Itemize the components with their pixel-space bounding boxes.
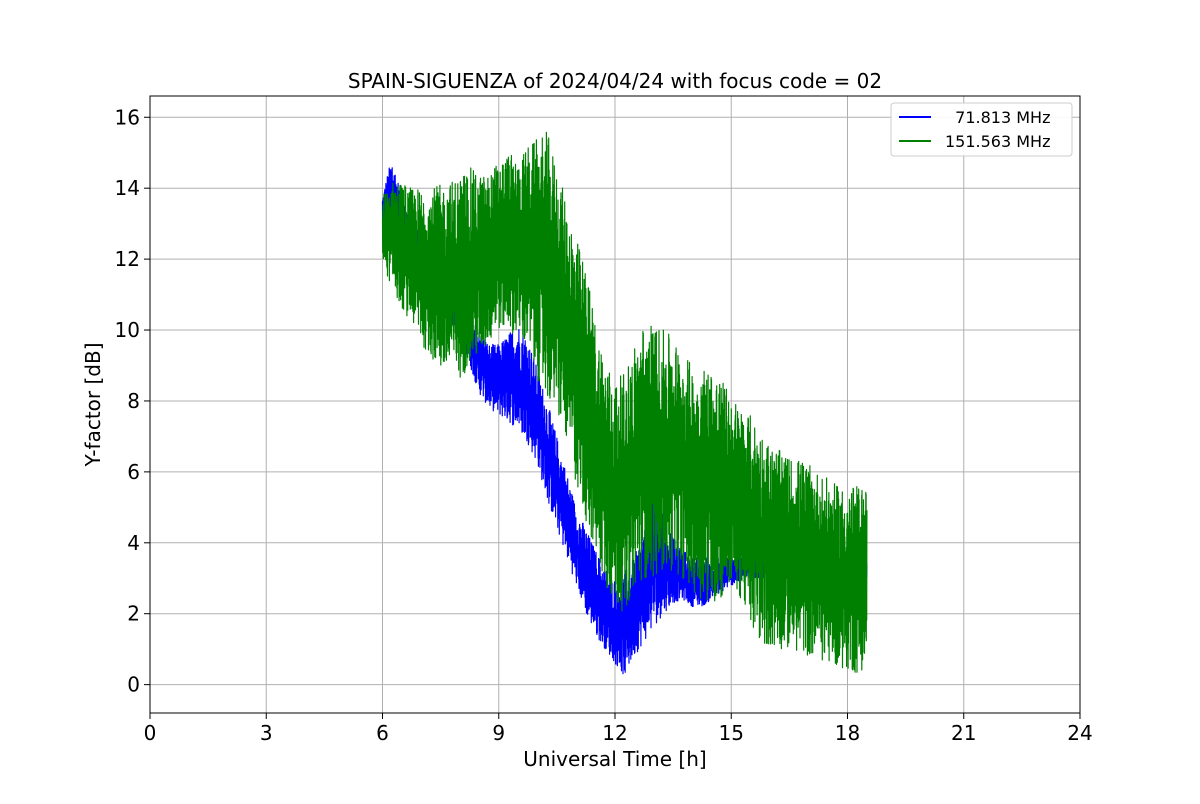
x-axis-label: Universal Time [h] [523, 747, 706, 771]
x-tick-label: 9 [492, 721, 505, 745]
y-tick-label: 16 [115, 105, 140, 129]
y-tick-label: 0 [127, 673, 140, 697]
y-axis-label: Y-factor [dB] [81, 342, 105, 467]
x-tick-label: 12 [602, 721, 627, 745]
y-tick-label: 6 [127, 460, 140, 484]
y-tick-label: 2 [127, 602, 140, 626]
series-layer [381, 131, 868, 675]
legend-box [890, 102, 1073, 157]
chart-title: SPAIN-SIGUENZA of 2024/04/24 with focus … [348, 69, 882, 93]
y-tick-label: 10 [115, 318, 140, 342]
x-tick-label: 21 [951, 721, 976, 745]
y-tick-label: 12 [115, 247, 140, 271]
x-tick-label: 6 [376, 721, 389, 745]
x-tick-label: 18 [835, 721, 860, 745]
legend-entry-label: 151.563 MHz [945, 132, 1050, 151]
y-axis-ticks: 0 2 4 6 8 10 12 14 16 [115, 105, 150, 697]
y-tick-label: 14 [115, 176, 140, 200]
x-tick-label: 3 [260, 721, 273, 745]
y-tick-label: 4 [127, 531, 140, 555]
x-tick-label: 24 [1067, 721, 1092, 745]
x-tick-label: 0 [144, 721, 157, 745]
y-tick-label: 8 [127, 389, 140, 413]
series-line-2 [381, 131, 868, 673]
legend-entry-label: 71.813 MHz [945, 108, 1050, 127]
x-axis-ticks: 0 3 6 9 12 15 18 21 24 [144, 713, 1093, 745]
legend: 71.813 MHz 151.563 MHz [890, 102, 1073, 157]
x-tick-label: 15 [719, 721, 744, 745]
